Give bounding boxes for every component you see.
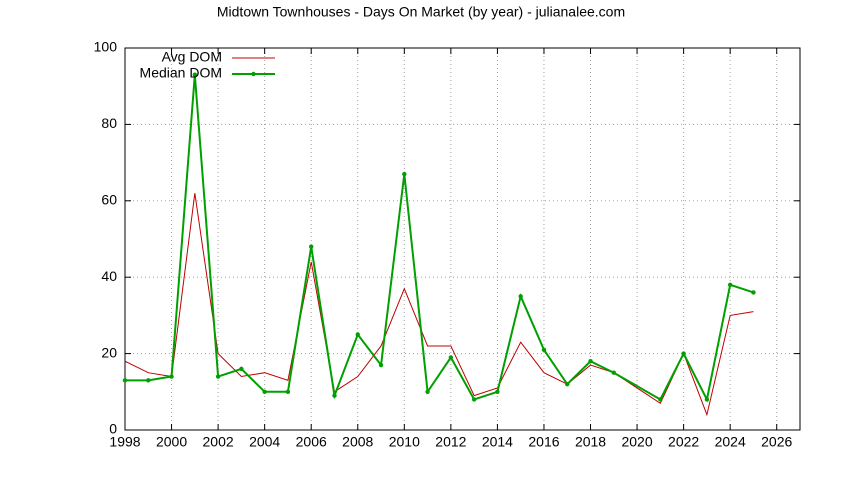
y-tick-label: 20	[101, 344, 117, 360]
data-point	[378, 362, 384, 368]
data-point	[658, 397, 663, 402]
x-tick-label: 2026	[761, 434, 792, 450]
legend-label: Median DOM	[140, 65, 222, 81]
x-tick-label: 2000	[156, 434, 187, 450]
y-tick-label: 40	[101, 268, 117, 284]
x-tick-label: 2018	[575, 434, 606, 450]
data-point	[169, 374, 174, 379]
data-point	[611, 370, 616, 375]
data-point	[332, 393, 337, 398]
data-point	[565, 381, 570, 387]
x-tick-label: 2004	[249, 434, 280, 450]
data-point	[239, 366, 244, 372]
y-tick-label: 80	[101, 115, 117, 131]
data-point	[495, 389, 500, 394]
series-line	[124, 193, 754, 417]
data-point	[704, 397, 710, 402]
legend-marker	[251, 71, 256, 77]
data-point	[215, 374, 221, 379]
data-point	[448, 355, 454, 360]
data-point	[122, 378, 128, 383]
data-point	[425, 389, 430, 394]
x-tick-label: 2010	[389, 434, 420, 450]
chart-title: Midtown Townhouses - Days On Market (by …	[217, 4, 625, 20]
x-tick-label: 2002	[203, 434, 234, 450]
x-tick-label: 2006	[296, 434, 327, 450]
data-point	[285, 389, 291, 394]
data-point	[309, 244, 314, 249]
x-tick-label: 2022	[668, 434, 699, 450]
x-tick-label: 2020	[621, 434, 652, 450]
data-point	[751, 290, 756, 295]
legend-label: Avg DOM	[162, 49, 222, 65]
y-tick-label: 0	[109, 421, 117, 437]
data-point	[355, 332, 360, 337]
data-point	[402, 171, 407, 177]
data-point	[192, 72, 198, 77]
x-tick-label: 2016	[528, 434, 559, 450]
series-line	[125, 74, 754, 403]
y-tick-label: 100	[94, 39, 118, 55]
data-point	[588, 359, 593, 364]
x-tick-label: 2024	[715, 434, 746, 450]
data-point	[681, 351, 686, 356]
data-point	[262, 389, 267, 394]
x-tick-label: 2008	[342, 434, 373, 450]
x-tick-label: 1998	[109, 434, 140, 450]
data-point	[471, 397, 477, 402]
data-point	[518, 294, 523, 299]
plot-frame	[124, 47, 801, 431]
data-point	[541, 347, 547, 352]
x-tick-label: 2012	[435, 434, 466, 450]
x-tick-label: 2014	[482, 434, 513, 450]
data-point	[146, 378, 151, 383]
data-point	[727, 282, 733, 288]
y-tick-label: 60	[101, 192, 117, 208]
